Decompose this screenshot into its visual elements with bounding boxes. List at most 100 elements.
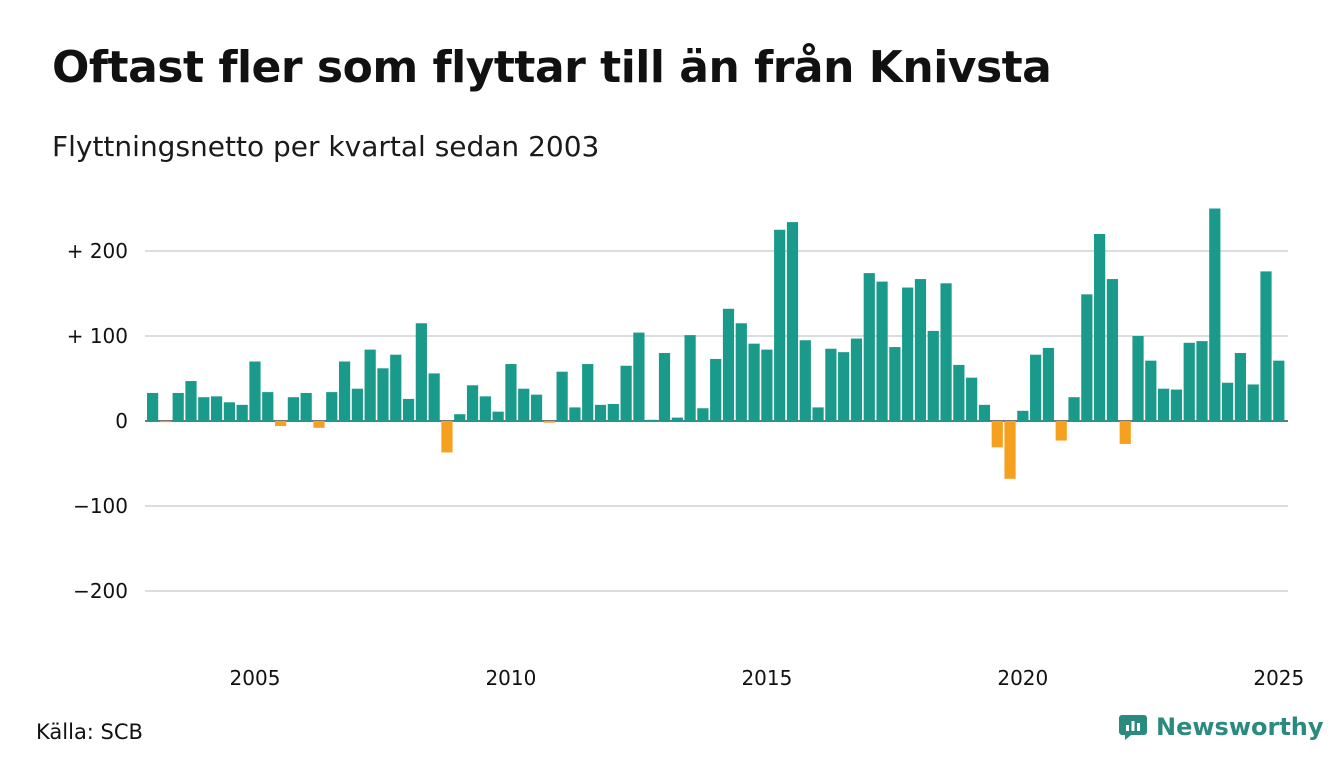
bar (1017, 410, 1029, 421)
bar (1004, 421, 1016, 479)
bar (351, 388, 363, 421)
bar (1094, 234, 1106, 421)
bar (761, 349, 773, 421)
bar (966, 377, 978, 421)
bar (287, 397, 299, 421)
bar (786, 222, 799, 421)
bar (1234, 353, 1247, 421)
bar (722, 308, 735, 421)
bar (1055, 421, 1067, 441)
x-tick-label: 2005 (230, 666, 281, 690)
brand-name: Newsworthy (1156, 713, 1324, 741)
bar (1209, 208, 1221, 421)
bar (991, 421, 1003, 448)
x-tick-label: 2020 (997, 666, 1048, 690)
bar (530, 394, 543, 421)
bar (1145, 360, 1157, 421)
bar (1247, 384, 1259, 421)
y-tick-label: −200 (73, 579, 128, 603)
bar (594, 404, 607, 421)
bar (1106, 279, 1119, 421)
bar (274, 421, 287, 427)
bar (1273, 360, 1285, 421)
bar (249, 361, 261, 421)
chart-title: Oftast fler som flyttar till än från Kni… (52, 42, 1052, 93)
bar (262, 392, 274, 421)
bar (556, 371, 568, 421)
bar (1068, 397, 1080, 421)
bars (147, 208, 1285, 479)
bar (646, 419, 658, 421)
bar (774, 229, 786, 421)
bar (799, 340, 811, 421)
bar (518, 388, 530, 421)
x-tick-label: 2015 (741, 666, 792, 690)
bar (1119, 421, 1131, 444)
bar (402, 398, 415, 421)
bar (710, 358, 722, 421)
bar (492, 411, 504, 421)
bar (569, 407, 581, 421)
bar (876, 281, 888, 421)
bar (902, 287, 914, 421)
bar (633, 332, 645, 421)
y-tick-label: + 200 (67, 239, 128, 263)
bar (1081, 294, 1093, 421)
bar (377, 368, 389, 421)
bar (364, 349, 376, 421)
bar (1170, 389, 1183, 421)
x-axis-labels: 2005 2010 2015 2020 2025 (230, 666, 1305, 690)
chart-subtitle: Flyttningsnetto per kvartal sedan 2003 (52, 130, 600, 163)
bar (428, 373, 440, 421)
newsworthy-logo-icon (1119, 715, 1147, 740)
bar (210, 396, 223, 421)
bar (1132, 336, 1144, 421)
bar (313, 421, 325, 428)
bar (466, 385, 479, 421)
bar (671, 417, 683, 421)
bar (326, 392, 338, 421)
bar (684, 335, 696, 421)
bar (1030, 354, 1042, 421)
bar (505, 364, 517, 421)
bar (1158, 388, 1170, 421)
x-tick-label: 2025 (1253, 666, 1304, 690)
x-tick-label: 2010 (485, 666, 536, 690)
bar (543, 421, 555, 423)
bar (1183, 342, 1195, 421)
bar (940, 283, 952, 421)
bar (697, 408, 709, 421)
bar (1196, 341, 1208, 421)
bar (159, 421, 171, 423)
bar (223, 402, 235, 421)
bar (748, 343, 760, 421)
bar (390, 354, 402, 421)
y-axis-labels: + 200 + 100 0 −100 −200 (67, 239, 128, 603)
bar (889, 347, 901, 421)
bar (415, 323, 427, 421)
bar (300, 392, 312, 421)
bar (582, 364, 594, 421)
y-tick-label: + 100 (67, 324, 128, 348)
bar (172, 392, 184, 421)
bar (658, 353, 671, 421)
y-tick-label: −100 (73, 494, 128, 518)
bar (850, 338, 863, 421)
bar (953, 364, 965, 421)
bar (978, 404, 991, 421)
bar (479, 396, 491, 421)
bar (620, 365, 632, 421)
y-tick-label: 0 (115, 409, 128, 433)
bar (735, 323, 747, 421)
brand-logo: Newsworthy (1118, 712, 1324, 742)
bar (147, 392, 159, 421)
bar (236, 404, 248, 421)
bar (812, 407, 824, 421)
source-label: Källa: SCB (36, 720, 143, 744)
bar (914, 279, 927, 421)
bar (338, 361, 351, 421)
bar (1042, 347, 1055, 421)
bar (1260, 271, 1272, 421)
bar (863, 273, 875, 421)
bar (838, 352, 850, 421)
